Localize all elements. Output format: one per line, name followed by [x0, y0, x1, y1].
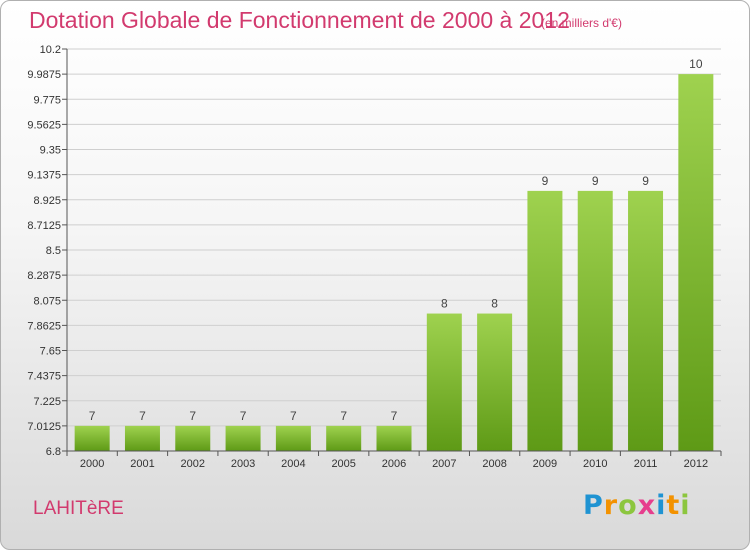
bar-value-label: 9: [592, 174, 599, 188]
bar: [225, 425, 261, 451]
logo-letter: i: [656, 490, 667, 521]
x-tick-label: 2010: [583, 458, 607, 470]
x-tick-label: 2011: [634, 458, 658, 470]
bar-value-label: 7: [240, 409, 247, 423]
bar-value-label: 8: [441, 297, 448, 311]
bars: [74, 74, 714, 451]
logo-letter: t: [666, 490, 681, 521]
grid-lines: [67, 48, 721, 427]
logo-letter: r: [603, 490, 619, 521]
logo-letter: i: [680, 490, 691, 521]
x-tick-label: 2008: [482, 458, 506, 470]
y-tick-label: 7.0125: [27, 421, 61, 433]
y-tick-label: 9.775: [33, 94, 61, 106]
bar: [577, 190, 613, 451]
bar: [477, 313, 513, 451]
y-tick-label: 9.9875: [27, 69, 61, 81]
bar: [275, 425, 311, 451]
y-tick-label: 8.925: [33, 195, 61, 207]
y-tick-label: 8.7125: [27, 220, 61, 232]
bar-value-label: 7: [139, 409, 146, 423]
bar-value-label: 7: [189, 409, 196, 423]
x-tick-label: 2005: [331, 458, 355, 470]
x-tick-label: 2007: [432, 458, 456, 470]
bar-value-label: 7: [340, 409, 347, 423]
y-tick-label: 7.8625: [27, 320, 61, 332]
x-tick-label: 2000: [80, 458, 104, 470]
bar-value-label: 7: [89, 409, 96, 423]
bar-value-label: 9: [542, 174, 549, 188]
y-tick-label: 10.2: [40, 44, 61, 56]
bar-value-label: 7: [290, 409, 297, 423]
y-tick-label: 7.4375: [27, 371, 61, 383]
y-tick-label: 9.5625: [27, 119, 61, 131]
y-tick-label: 9.1375: [27, 170, 61, 182]
commune-name: LAHITèRE: [33, 498, 124, 519]
logo-letter: x: [637, 490, 657, 521]
y-tick-label: 6.8: [46, 446, 61, 458]
x-tick-label: 2002: [181, 458, 205, 470]
bar: [376, 425, 412, 451]
y-tick-label: 9.35: [40, 145, 61, 157]
bar: [527, 190, 563, 451]
x-tick-label: 2003: [231, 458, 255, 470]
bar: [124, 425, 160, 451]
bar: [628, 190, 664, 451]
y-tick-label: 8.075: [33, 295, 61, 307]
axes: [62, 48, 722, 456]
x-tick-label: 2001: [130, 458, 154, 470]
bar: [74, 425, 110, 451]
bar-value-label: 7: [391, 409, 398, 423]
proxiti-logo: Proxiti: [583, 490, 691, 521]
bar-value-label: 9: [642, 174, 649, 188]
x-tick-label: 2006: [382, 458, 406, 470]
bar: [326, 425, 362, 451]
x-tick-label: 2012: [684, 458, 708, 470]
y-tick-label: 7.225: [33, 396, 61, 408]
logo-letter: o: [618, 490, 638, 521]
bar-value-label: 10: [689, 57, 703, 71]
bar: [678, 74, 714, 451]
y-tick-label: 7.65: [40, 346, 61, 358]
bar: [175, 425, 211, 451]
chart-subtitle: (en milliers d'€): [541, 16, 622, 30]
chart-title: Dotation Globale de Fonctionnement de 20…: [29, 7, 570, 33]
bar: [426, 313, 462, 451]
y-tick-label: 8.2875: [27, 270, 61, 282]
y-tick-label: 8.5: [46, 245, 61, 257]
x-tick-label: 2004: [281, 458, 305, 470]
bar-value-label: 8: [491, 297, 498, 311]
logo-letter: P: [583, 490, 604, 521]
x-tick-label: 2009: [533, 458, 557, 470]
labels: 6.8 7.0125 7.225 7.4375 7.65 7.8625 8.075 8.287…: [27, 44, 708, 470]
